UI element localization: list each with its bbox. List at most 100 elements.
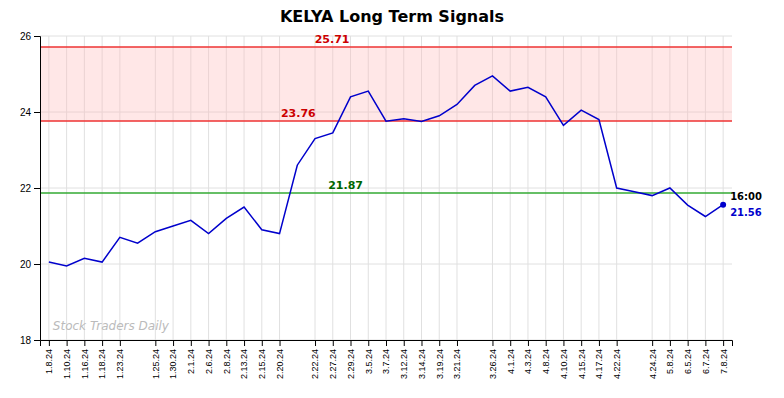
x-tick-label: 3.14.24 [417,349,427,379]
x-tick-label: 1.8.24 [44,349,54,374]
title: KELYA Long Term Signals [280,7,504,26]
x-tick-label: 2.20.24 [275,349,285,379]
x-tick-mark [599,340,600,346]
x-tick-mark [492,340,493,346]
x-tick-label: 2.15.24 [257,349,267,379]
y-tick: 18 [20,335,40,346]
y-tick-mark [34,340,40,341]
x-tick: 3.7.24 [381,340,391,374]
x-tick-mark [315,340,316,346]
x-tick: 7.8.24 [719,340,729,374]
x-tick-label: 1.18.24 [97,349,107,379]
x-tick-mark [386,340,387,346]
x-tick-label: 2.27.24 [328,349,338,379]
x-tick-label: 3.19.24 [435,349,445,379]
level-line [40,192,732,194]
x-tick: 4.17.24 [594,340,604,379]
x-tick: 2.27.24 [328,340,338,379]
x-tick: 2.29.24 [346,340,356,379]
y-tick-mark [34,188,40,189]
last-point [720,202,726,208]
x-tick-mark [528,340,529,346]
last-price: 21.56 [730,207,762,218]
x-tick: 3.5.24 [364,340,374,374]
y-tick-mark [34,36,40,37]
x-tick: 4.22.24 [612,340,622,379]
x-axis-line [41,341,733,347]
x-tick-label: 1.30.24 [168,349,178,379]
x-tick-mark [457,340,458,346]
x-tick-mark [209,340,210,346]
x-tick-label: 2.13.24 [239,349,249,379]
x-tick: 2.15.24 [257,340,267,379]
x-tick: 4.24.24 [648,340,658,379]
y-axis-line [34,37,41,341]
x-tick-label: 4.24.24 [648,349,658,379]
x-tick-label: 2.29.24 [346,349,356,379]
x-tick: 4.10.24 [559,340,569,379]
x-tick-mark [652,340,653,346]
x-tick-mark [563,340,564,346]
x-tick: 1.25.24 [151,340,161,379]
x-tick-label: 4.15.24 [577,349,587,379]
x-tick-label: 3.21.24 [452,349,462,379]
x-tick: 3.12.24 [399,340,409,379]
x-tick-label: 4.22.24 [612,349,622,379]
y-tick-label: 22 [20,183,32,194]
x-tick-mark [510,340,511,346]
x-tick: 1.10.24 [62,340,72,379]
x-tick: 1.16.24 [80,340,90,379]
x-tick-label: 4.3.24 [523,349,533,374]
level-label: 25.71 [315,33,350,46]
x-tick-label: 3.12.24 [399,349,409,379]
x-tick-mark [688,340,689,346]
x-tick-mark [191,340,192,346]
x-tick-mark [368,340,369,346]
level-line [40,46,732,48]
x-tick-mark [351,340,352,346]
x-tick-label: 1.25.24 [151,349,161,379]
y-tick-label: 24 [20,107,32,118]
x-tick: 2.1.24 [186,340,196,374]
x-tick-mark [120,340,121,346]
band [40,47,732,121]
x-tick-label: 6.7.24 [701,349,711,374]
x-tick-label: 5.8.24 [665,349,675,374]
y-tick-label: 18 [20,335,32,346]
x-tick: 1.18.24 [97,340,107,379]
x-tick-label: 2.6.24 [204,349,214,374]
x-tick: 6.7.24 [701,340,711,374]
y-tick: 26 [20,31,40,42]
x-tick-mark [280,340,281,346]
x-tick-mark [581,340,582,346]
x-tick: 1.23.24 [115,340,125,379]
x-tick-mark [226,340,227,346]
x-tick: 4.3.24 [523,340,533,374]
y-tick-mark [34,112,40,113]
x-tick-label: 2.8.24 [222,349,232,374]
level-label: 23.76 [281,107,316,120]
x-tick-label: 3.26.24 [488,349,498,379]
y-tick-label: 26 [20,31,32,42]
x-tick: 6.5.24 [683,340,693,374]
x-tick-label: 1.23.24 [115,349,125,379]
x-tick-mark [244,340,245,346]
x-tick: 2.20.24 [275,340,285,379]
y-tick: 20 [20,259,40,270]
x-tick: 2.22.24 [310,340,320,379]
x-tick: 3.26.24 [488,340,498,379]
x-tick: 4.15.24 [577,340,587,379]
x-tick-mark [173,340,174,346]
x-tick-label: 2.1.24 [186,349,196,374]
x-tick-mark [49,340,50,346]
x-tick: 1.30.24 [168,340,178,379]
x-tick-label: 4.17.24 [594,349,604,379]
x-tick-mark [723,340,724,346]
x-tick-mark [155,340,156,346]
x-tick-mark [439,340,440,346]
x-tick-mark [102,340,103,346]
x-axis: 1.8.24 1.10.24 1.16.24 1.18.24 1.23.24 1.25.2… [41,340,733,379]
x-tick: 5.8.24 [665,340,675,374]
x-tick-mark [404,340,405,346]
y-tick-mark [34,264,40,265]
